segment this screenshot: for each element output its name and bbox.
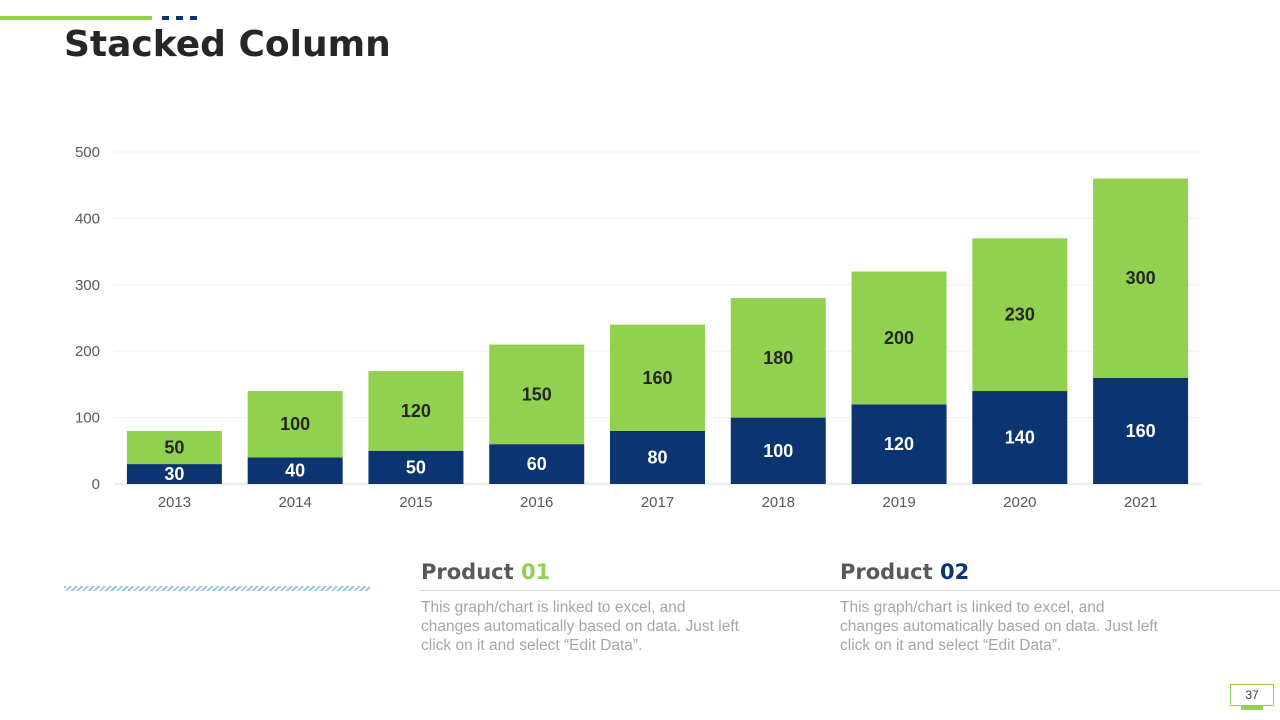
product-02-heading: Product 02 [840,560,1160,584]
bar-segment[interactable] [730,298,826,418]
x-tick-label: 2014 [278,494,311,511]
bar-segment[interactable] [851,404,947,484]
x-tick-label: 2016 [520,494,553,511]
product-02-description: This graph/chart is linked to excel, and… [840,599,1158,654]
bar-segment[interactable] [247,391,343,458]
bar-segment[interactable] [368,371,464,451]
product-02-number: 02 [939,560,970,584]
bar-segment[interactable] [851,271,947,405]
data-label: 80 [647,447,667,467]
data-label: 60 [527,454,547,474]
y-tick-label: 500 [75,144,100,161]
bar-segment[interactable] [368,450,464,484]
data-label: 150 [522,384,552,404]
data-label: 50 [164,437,184,457]
bar-segment[interactable] [610,430,705,484]
bar-segment[interactable] [972,238,1068,392]
bar-segment[interactable] [126,430,222,465]
slide-title: Stacked Column [64,24,391,65]
x-tick-label: 2018 [762,494,795,511]
product-02-name: Product [840,560,940,584]
x-tick-label: 2019 [882,494,915,511]
bar-segment[interactable] [972,391,1068,484]
y-tick-label: 0 [92,476,100,493]
accent-dot [162,16,169,20]
product-01-heading: Product 01 [421,560,741,584]
x-tick-label: 2013 [158,494,191,511]
top-accent-dots [162,16,197,20]
data-label: 120 [401,401,431,421]
page-number: 37 [1230,684,1274,706]
bar-segment[interactable] [610,324,705,431]
stacked-column-chart[interactable]: 0 100 200 300 400 500 30 50 2013 40 100 2014 50 120 20… [0,0,1280,540]
bar-segment[interactable] [489,344,585,445]
accent-dot [190,16,197,20]
bar-segment[interactable] [247,457,343,484]
data-label: 200 [884,328,914,348]
divider-line [420,590,1280,591]
hatched-divider [64,586,370,591]
x-tick-label: 2021 [1124,494,1157,511]
accent-dot [176,16,183,20]
bar-segment[interactable] [1093,178,1189,378]
product-02-block: Product 02 This graph/chart is linked to… [840,560,1160,655]
data-label: 160 [1126,421,1156,441]
data-label: 180 [763,348,793,368]
bar-segment[interactable] [489,444,585,484]
top-accent-line [0,16,152,20]
data-label: 160 [642,368,672,388]
product-01-description: This graph/chart is linked to excel, and… [421,599,739,654]
bar-segment[interactable] [1093,377,1189,484]
data-label: 40 [285,461,305,481]
y-tick-label: 200 [75,343,100,360]
x-tick-label: 2020 [1003,494,1036,511]
data-label: 100 [280,414,310,434]
data-label: 140 [1005,428,1035,448]
data-label: 100 [763,441,793,461]
page-number-stand [1241,706,1263,710]
data-label: 120 [884,434,914,454]
x-tick-label: 2015 [399,494,432,511]
product-01-block: Product 01 This graph/chart is linked to… [421,560,741,655]
y-tick-label: 300 [75,277,100,294]
data-label: 50 [406,457,426,477]
y-tick-label: 400 [75,210,100,227]
bar-segment[interactable] [730,417,826,484]
data-label: 300 [1126,268,1156,288]
data-label: 30 [164,464,184,484]
product-01-number: 01 [520,560,551,584]
y-tick-label: 100 [75,410,100,427]
x-tick-label: 2017 [641,494,674,511]
bar-segment[interactable] [126,464,222,484]
data-label: 230 [1005,305,1035,325]
product-01-name: Product [421,560,521,584]
